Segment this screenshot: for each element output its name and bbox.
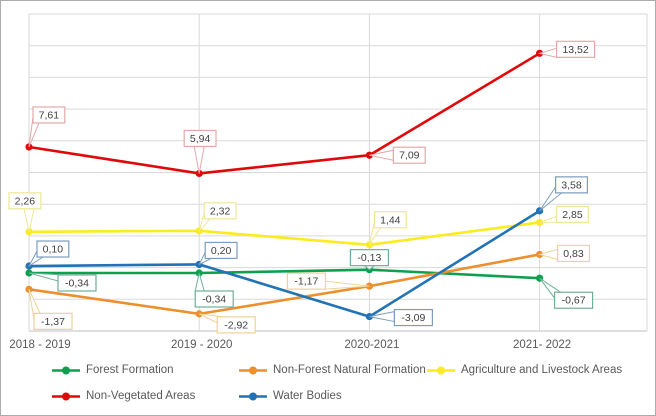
x-axis-label: 2021- 2022 — [513, 339, 571, 351]
series-line-agriculture-and-livestock-areas[interactable] — [27, 221, 541, 247]
data-label-value: 13,52 — [562, 44, 588, 56]
data-label-non-forest-natural-formation-2[interactable]: -1,17 — [286, 272, 370, 290]
data-labels: -0,34 -0,34 -0,13 -0,67 -1,37 -2,92 -1,17 0,83 2… — [8, 40, 596, 334]
series-agriculture-and-livestock-areas — [25, 218, 544, 249]
series-forest-formation — [25, 266, 544, 282]
data-label-box — [554, 176, 588, 194]
data-label-water-bodies-0[interactable]: 0,10 — [27, 240, 70, 268]
data-label-value: -2,92 — [224, 319, 248, 331]
data-label-value: -0,34 — [202, 293, 226, 305]
data-label-forest-formation-1[interactable]: -0,34 — [194, 272, 234, 308]
data-label-pointer — [23, 208, 35, 232]
data-label-box — [32, 106, 66, 124]
data-label-water-bodies-1[interactable]: 0,20 — [198, 241, 238, 266]
data-label-value: 2,26 — [15, 195, 36, 207]
x-axis: 2018 - 2019 2019 - 2020 2020-2021 2021- 202… — [9, 339, 571, 351]
data-label-box — [555, 40, 596, 58]
data-label-agriculture-and-livestock-areas-3[interactable]: 2,85 — [539, 205, 589, 224]
x-axis-label: 2018 - 2019 — [9, 339, 70, 351]
data-label-box — [373, 211, 407, 229]
data-label-box — [286, 272, 326, 290]
data-label-forest-formation-0[interactable]: -0,34 — [28, 272, 97, 292]
legend-marker-icon — [239, 392, 267, 400]
series-line-water-bodies[interactable] — [27, 209, 541, 318]
data-label-box — [556, 244, 590, 263]
data-label-box — [204, 241, 238, 260]
data-label-box — [392, 146, 426, 164]
x-axis-label: 2019 - 2020 — [171, 339, 232, 351]
data-label-non-vegetated-areas-3[interactable]: 13,52 — [537, 40, 596, 58]
data-label-water-bodies-3[interactable]: 3,58 — [539, 176, 588, 212]
data-label-box — [36, 240, 70, 258]
series-water-bodies — [25, 207, 544, 321]
data-label-box — [553, 291, 594, 309]
legend-label: Non-Forest Natural Formation — [273, 364, 426, 376]
data-label-value: -1,17 — [294, 276, 318, 288]
x-axis-label: 2020-2021 — [344, 339, 399, 351]
data-label-non-vegetated-areas-2[interactable]: 7,09 — [369, 146, 426, 164]
data-label-box — [393, 308, 433, 327]
data-label-box — [349, 249, 389, 267]
data-label-value: 7,61 — [39, 109, 60, 121]
data-label-box — [183, 129, 217, 148]
series-non-vegetated-areas — [25, 49, 544, 178]
legend-label: Non-Vegetated Areas — [86, 390, 196, 402]
legend-marker-icon — [52, 366, 80, 374]
data-label-non-forest-natural-formation-1[interactable]: -2,92 — [198, 313, 256, 334]
data-label-agriculture-and-livestock-areas-1[interactable]: 2,32 — [198, 202, 237, 232]
data-label-value: 0,20 — [211, 245, 232, 257]
data-label-value: 2,85 — [562, 209, 583, 221]
data-label-value: 7,09 — [399, 150, 420, 162]
data-label-forest-formation-3[interactable]: -0,67 — [539, 277, 594, 309]
data-label-value: -0,13 — [357, 252, 381, 264]
data-label-box — [194, 290, 234, 308]
data-label-box — [8, 192, 42, 210]
data-label-value: 0,83 — [563, 248, 584, 260]
legend-item-non-forest-natural-formation[interactable]: Non-Forest Natural Formation — [238, 363, 426, 377]
data-label-non-vegetated-areas-0[interactable]: 7,61 — [28, 106, 66, 148]
data-label-value: -0,67 — [562, 295, 586, 307]
legend-marker-icon — [239, 366, 267, 374]
series-line-non-vegetated-areas[interactable] — [27, 52, 541, 175]
legend-label: Forest Formation — [86, 364, 174, 376]
series-line-non-forest-natural-formation[interactable] — [27, 253, 541, 316]
legend-marker-icon — [52, 392, 80, 400]
data-label-box — [216, 316, 256, 334]
series-non-forest-natural-formation — [25, 250, 544, 318]
data-label-value: 3,58 — [561, 179, 582, 191]
data-label-agriculture-and-livestock-areas-2[interactable]: 1,44 — [368, 211, 407, 246]
legend-item-non-vegetated-areas[interactable]: Non-Vegetated Areas — [51, 389, 195, 403]
data-label-value: -3,09 — [401, 312, 425, 324]
data-label-value: 2,32 — [210, 205, 231, 217]
data-label-non-forest-natural-formation-0[interactable]: -1,37 — [28, 289, 73, 330]
legend-item-forest-formation[interactable]: Forest Formation — [51, 363, 174, 377]
data-label-pointer — [194, 272, 205, 292]
data-label-value: 5,94 — [190, 133, 211, 145]
data-label-value: -0,34 — [65, 277, 89, 289]
data-label-box — [33, 312, 73, 330]
data-label-non-vegetated-areas-1[interactable]: 5,94 — [183, 129, 217, 174]
data-label-pointer — [537, 248, 559, 261]
data-label-pointer — [537, 47, 558, 58]
data-label-agriculture-and-livestock-areas-0[interactable]: 2,26 — [8, 192, 42, 232]
data-label-value: 1,44 — [380, 214, 401, 226]
legend-label: Agriculture and Livestock Areas — [461, 364, 623, 376]
data-label-non-forest-natural-formation-3[interactable]: 0,83 — [537, 244, 590, 263]
data-label-box — [57, 274, 97, 292]
legend-marker-icon — [427, 366, 455, 374]
data-label-box — [555, 205, 589, 224]
data-label-water-bodies-2[interactable]: -3,09 — [369, 308, 433, 327]
data-label-box — [203, 202, 237, 220]
data-label-value: 0,10 — [43, 244, 64, 256]
series-line-forest-formation[interactable] — [27, 268, 541, 280]
data-label-pointer — [193, 145, 205, 174]
data-label-value: -1,37 — [41, 316, 65, 328]
data-label-forest-formation-2[interactable]: -0,13 — [349, 249, 389, 271]
legend-item-water-bodies[interactable]: Water Bodies — [238, 389, 342, 403]
legend-label: Water Bodies — [273, 390, 342, 402]
legend-item-agriculture-and-livestock-areas[interactable]: Agriculture and Livestock Areas — [426, 363, 622, 377]
